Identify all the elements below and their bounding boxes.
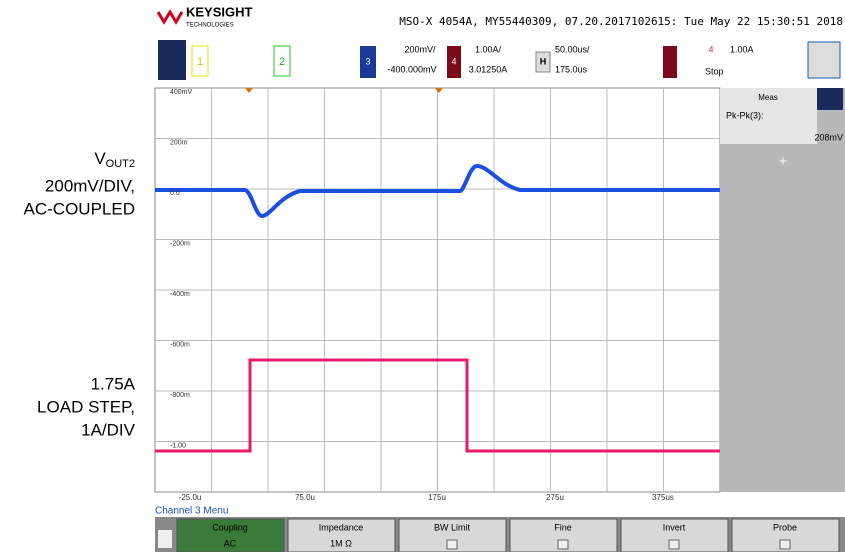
ch1-button[interactable] — [191, 45, 209, 77]
menu-title: Channel 3 Menu — [155, 506, 228, 517]
measure-button[interactable] — [817, 88, 843, 110]
y-label: -600m — [170, 341, 190, 348]
back-button[interactable] — [158, 530, 172, 548]
brand-sub: TECHNOLOGIES — [186, 23, 234, 29]
ch1-label: 1 — [197, 56, 203, 68]
trigger-button[interactable] — [663, 46, 677, 78]
x-label: 375us — [652, 493, 674, 502]
ch2-label: 2 — [279, 56, 285, 68]
softkey-indicator — [446, 539, 458, 550]
trigger-channel: 4 — [708, 44, 713, 54]
time-delay: 175.0us — [555, 64, 588, 74]
y-label: -400m — [170, 291, 190, 298]
load-scale: 1A/DIV — [81, 420, 136, 439]
softkey[interactable] — [287, 518, 396, 553]
h-label: H — [540, 56, 547, 66]
y-label: -800m — [170, 392, 190, 399]
ch4-scale: 1.00A/ — [475, 44, 502, 54]
display-button[interactable] — [807, 41, 841, 79]
softkey[interactable] — [176, 518, 285, 553]
header-info: MSO-X 4054A, MY55440309, 07.20.201710261… — [399, 15, 843, 28]
y-label: -200m — [170, 240, 190, 247]
time-scale: 50.00us/ — [555, 44, 590, 54]
softkey[interactable] — [620, 518, 729, 553]
toolbar — [155, 38, 845, 86]
softkey-indicator — [668, 539, 680, 550]
x-label: 175u — [428, 493, 446, 502]
vout-scale: 200mV/DIV, — [45, 176, 135, 195]
measure-panel — [720, 88, 845, 492]
y-label: 200m — [170, 139, 188, 146]
softkey-label: Probe — [773, 522, 797, 532]
softkey-label: Coupling — [212, 522, 248, 532]
vout-label: VOUT2 — [94, 149, 135, 169]
ch3-label: 3 — [365, 56, 370, 66]
ch2-button[interactable] — [273, 45, 291, 77]
vout-coupling: AC-COUPLED — [24, 199, 135, 218]
softkey-label: Invert — [663, 522, 686, 532]
ch3-button[interactable] — [360, 46, 376, 78]
measure-box — [720, 88, 817, 144]
x-label: 75.0u — [295, 493, 315, 502]
trigger-level: 1.00A — [730, 44, 754, 54]
ch3-offset: -400.000mV — [387, 64, 436, 74]
brand: KEYSIGHT — [186, 4, 253, 19]
ch4-offset: 3.01250A — [469, 64, 508, 74]
x-label: 275u — [546, 493, 564, 502]
h-button[interactable] — [535, 51, 551, 73]
softkey-indicator — [557, 539, 569, 550]
softkey-label: BW Limit — [434, 522, 470, 532]
ch3-scale: 200mV/ — [404, 44, 436, 54]
softkey-value: 1M Ω — [330, 538, 352, 548]
ch4-label: 4 — [451, 56, 456, 66]
load-label: LOAD STEP, — [37, 397, 135, 416]
add-icon: + — [779, 153, 787, 169]
x-label: -25.0u — [179, 493, 202, 502]
y-label: -1.00 — [170, 442, 186, 449]
softkey-label: Impedance — [319, 522, 364, 532]
ch4-button[interactable] — [447, 46, 461, 78]
load-label: 1.75A — [91, 374, 136, 393]
trigger-state: Stop — [705, 66, 724, 76]
softkey-label: Fine — [554, 522, 572, 532]
logo-mark — [156, 9, 184, 25]
menu-button[interactable] — [158, 40, 186, 80]
softkey-value: AC — [224, 538, 237, 548]
softkey-indicator — [779, 539, 791, 550]
measure-value: 208mV — [814, 132, 843, 142]
ch3-trace — [155, 164, 720, 219]
ch4-trace — [155, 358, 720, 453]
measure-title: Meas — [758, 93, 778, 102]
y-label: 400mV — [170, 89, 193, 96]
y-label: 0.0 — [170, 190, 180, 197]
measure-name: Pk-Pk(3): — [726, 110, 764, 120]
